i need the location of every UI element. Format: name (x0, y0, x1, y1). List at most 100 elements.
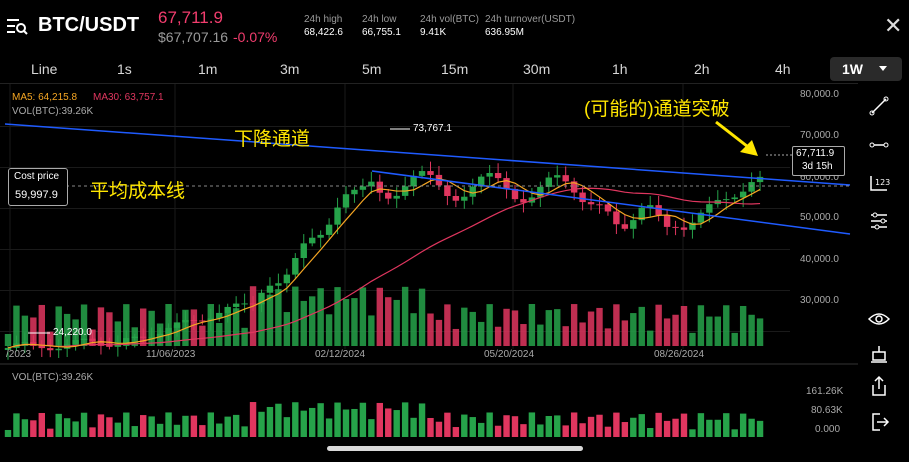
volume-bar (106, 312, 113, 346)
volume-bar (258, 302, 265, 346)
volume-panel-label: VOL(BTC):39.26K (12, 372, 94, 383)
stat-24h-low-value: 66,755.1 (362, 27, 401, 38)
annotation-possible-breakout: (可能的)通道突破 (584, 99, 730, 120)
pair-title[interactable]: BTC/USDT (38, 14, 140, 36)
timeframe-30m[interactable]: 30m (523, 61, 551, 77)
volume-bar (140, 415, 147, 437)
price-chart-canvas[interactable] (0, 84, 858, 454)
volume-bar (368, 419, 375, 437)
volume-bar (351, 408, 358, 437)
volume-bar (756, 420, 764, 437)
candle (528, 188, 536, 207)
volume-bar (325, 314, 333, 346)
volume-bar (537, 424, 544, 437)
indicators-settings-icon[interactable] (862, 206, 896, 236)
volume-bar (376, 287, 383, 346)
breakout-arrow-icon (715, 120, 758, 156)
volume-bar (621, 320, 629, 346)
low-marker-label: 24,220.0 (53, 327, 92, 338)
home-indicator[interactable] (327, 446, 583, 451)
volume-bar (427, 313, 434, 346)
volume-bar (156, 423, 164, 437)
timeframe-15m[interactable]: 15m (441, 61, 469, 77)
volume-bar (325, 418, 333, 437)
timeframe-1m[interactable]: 1m (198, 61, 218, 77)
volume-bar (613, 412, 620, 437)
volume-bar (207, 412, 214, 437)
volume-bar (570, 304, 578, 346)
volume-bar (545, 415, 552, 437)
date-axis-label: 05/20/2024 (484, 349, 535, 360)
timeframe-5m[interactable]: 5m (362, 61, 382, 77)
volume-bar (461, 414, 468, 437)
volume-bar (72, 319, 79, 346)
ma30-label: MA30: 63,757.1 (93, 92, 164, 103)
volume-bar (731, 332, 738, 346)
timeframe-3m[interactable]: 3m (280, 61, 300, 77)
close-icon[interactable]: ✕ (884, 13, 903, 38)
volume-bar (393, 410, 400, 437)
volume-bar (596, 414, 603, 437)
candle (385, 189, 392, 205)
timeframe-selector-1w[interactable]: 1W (830, 57, 902, 81)
last-price: 67,711.9 (158, 8, 223, 27)
timeframe-line[interactable]: Line (31, 61, 58, 77)
trend-line-tool-icon[interactable] (862, 91, 896, 121)
candle (647, 196, 654, 217)
volume-bar (292, 402, 299, 437)
current-price-value: 67,711.9 (796, 148, 835, 159)
annotation-descending-channel: 下降通道 (234, 129, 311, 150)
volume-bar (494, 326, 502, 346)
price-axis-label: 80,000.0 (800, 89, 839, 100)
volume-bar (604, 328, 612, 346)
volume-bar (461, 307, 468, 346)
timeframe-1s[interactable]: 1s (117, 61, 132, 77)
volume-bar (351, 298, 358, 346)
volume-bar (72, 421, 79, 437)
candle (207, 308, 214, 331)
volume-bar (216, 322, 223, 346)
overlay-volume-bars (4, 286, 764, 346)
measure-tool-icon[interactable]: 123 (862, 168, 896, 198)
candle (258, 289, 265, 313)
volume-bar (309, 407, 316, 437)
share-icon[interactable] (862, 372, 896, 402)
volume-bar (148, 416, 155, 437)
volume-bar (393, 299, 400, 346)
candle (714, 190, 721, 208)
candle (38, 340, 45, 357)
cost-price-label: Cost price (14, 171, 60, 182)
volume-bar (309, 296, 316, 346)
candle (224, 303, 231, 323)
cost-price-tag[interactable]: Cost price 59,997.9 (8, 168, 68, 206)
volume-bar (38, 304, 45, 346)
volume-bar (258, 411, 265, 437)
volume-bar (647, 427, 654, 437)
timeframe-2h[interactable]: 2h (694, 61, 710, 77)
volume-bar (106, 417, 113, 437)
horizontal-line-tool-icon[interactable] (862, 130, 896, 160)
candle (444, 181, 451, 206)
volume-bar (604, 426, 612, 437)
volume-bar (275, 403, 282, 437)
candle (317, 230, 324, 248)
volume-bar (173, 424, 181, 437)
volume-bar (232, 308, 240, 346)
volume-bar (368, 315, 375, 346)
volume-bar (300, 300, 307, 346)
pair-menu-icon[interactable] (6, 16, 28, 36)
volume-bar (630, 313, 637, 346)
volume-bar (47, 331, 54, 346)
visibility-eye-icon[interactable] (862, 304, 896, 334)
volume-bar (30, 420, 37, 437)
candle (266, 277, 274, 301)
exit-fullscreen-icon[interactable] (862, 407, 896, 437)
timeframe-4h[interactable]: 4h (775, 61, 791, 77)
price-axis-label: 30,000.0 (800, 295, 839, 306)
volume-bar (410, 417, 417, 437)
volume-bar (663, 420, 671, 437)
volume-bar (452, 328, 460, 346)
volume-bar (596, 307, 603, 346)
drawing-tools-icon[interactable] (862, 340, 896, 370)
timeframe-1h[interactable]: 1h (612, 61, 628, 77)
